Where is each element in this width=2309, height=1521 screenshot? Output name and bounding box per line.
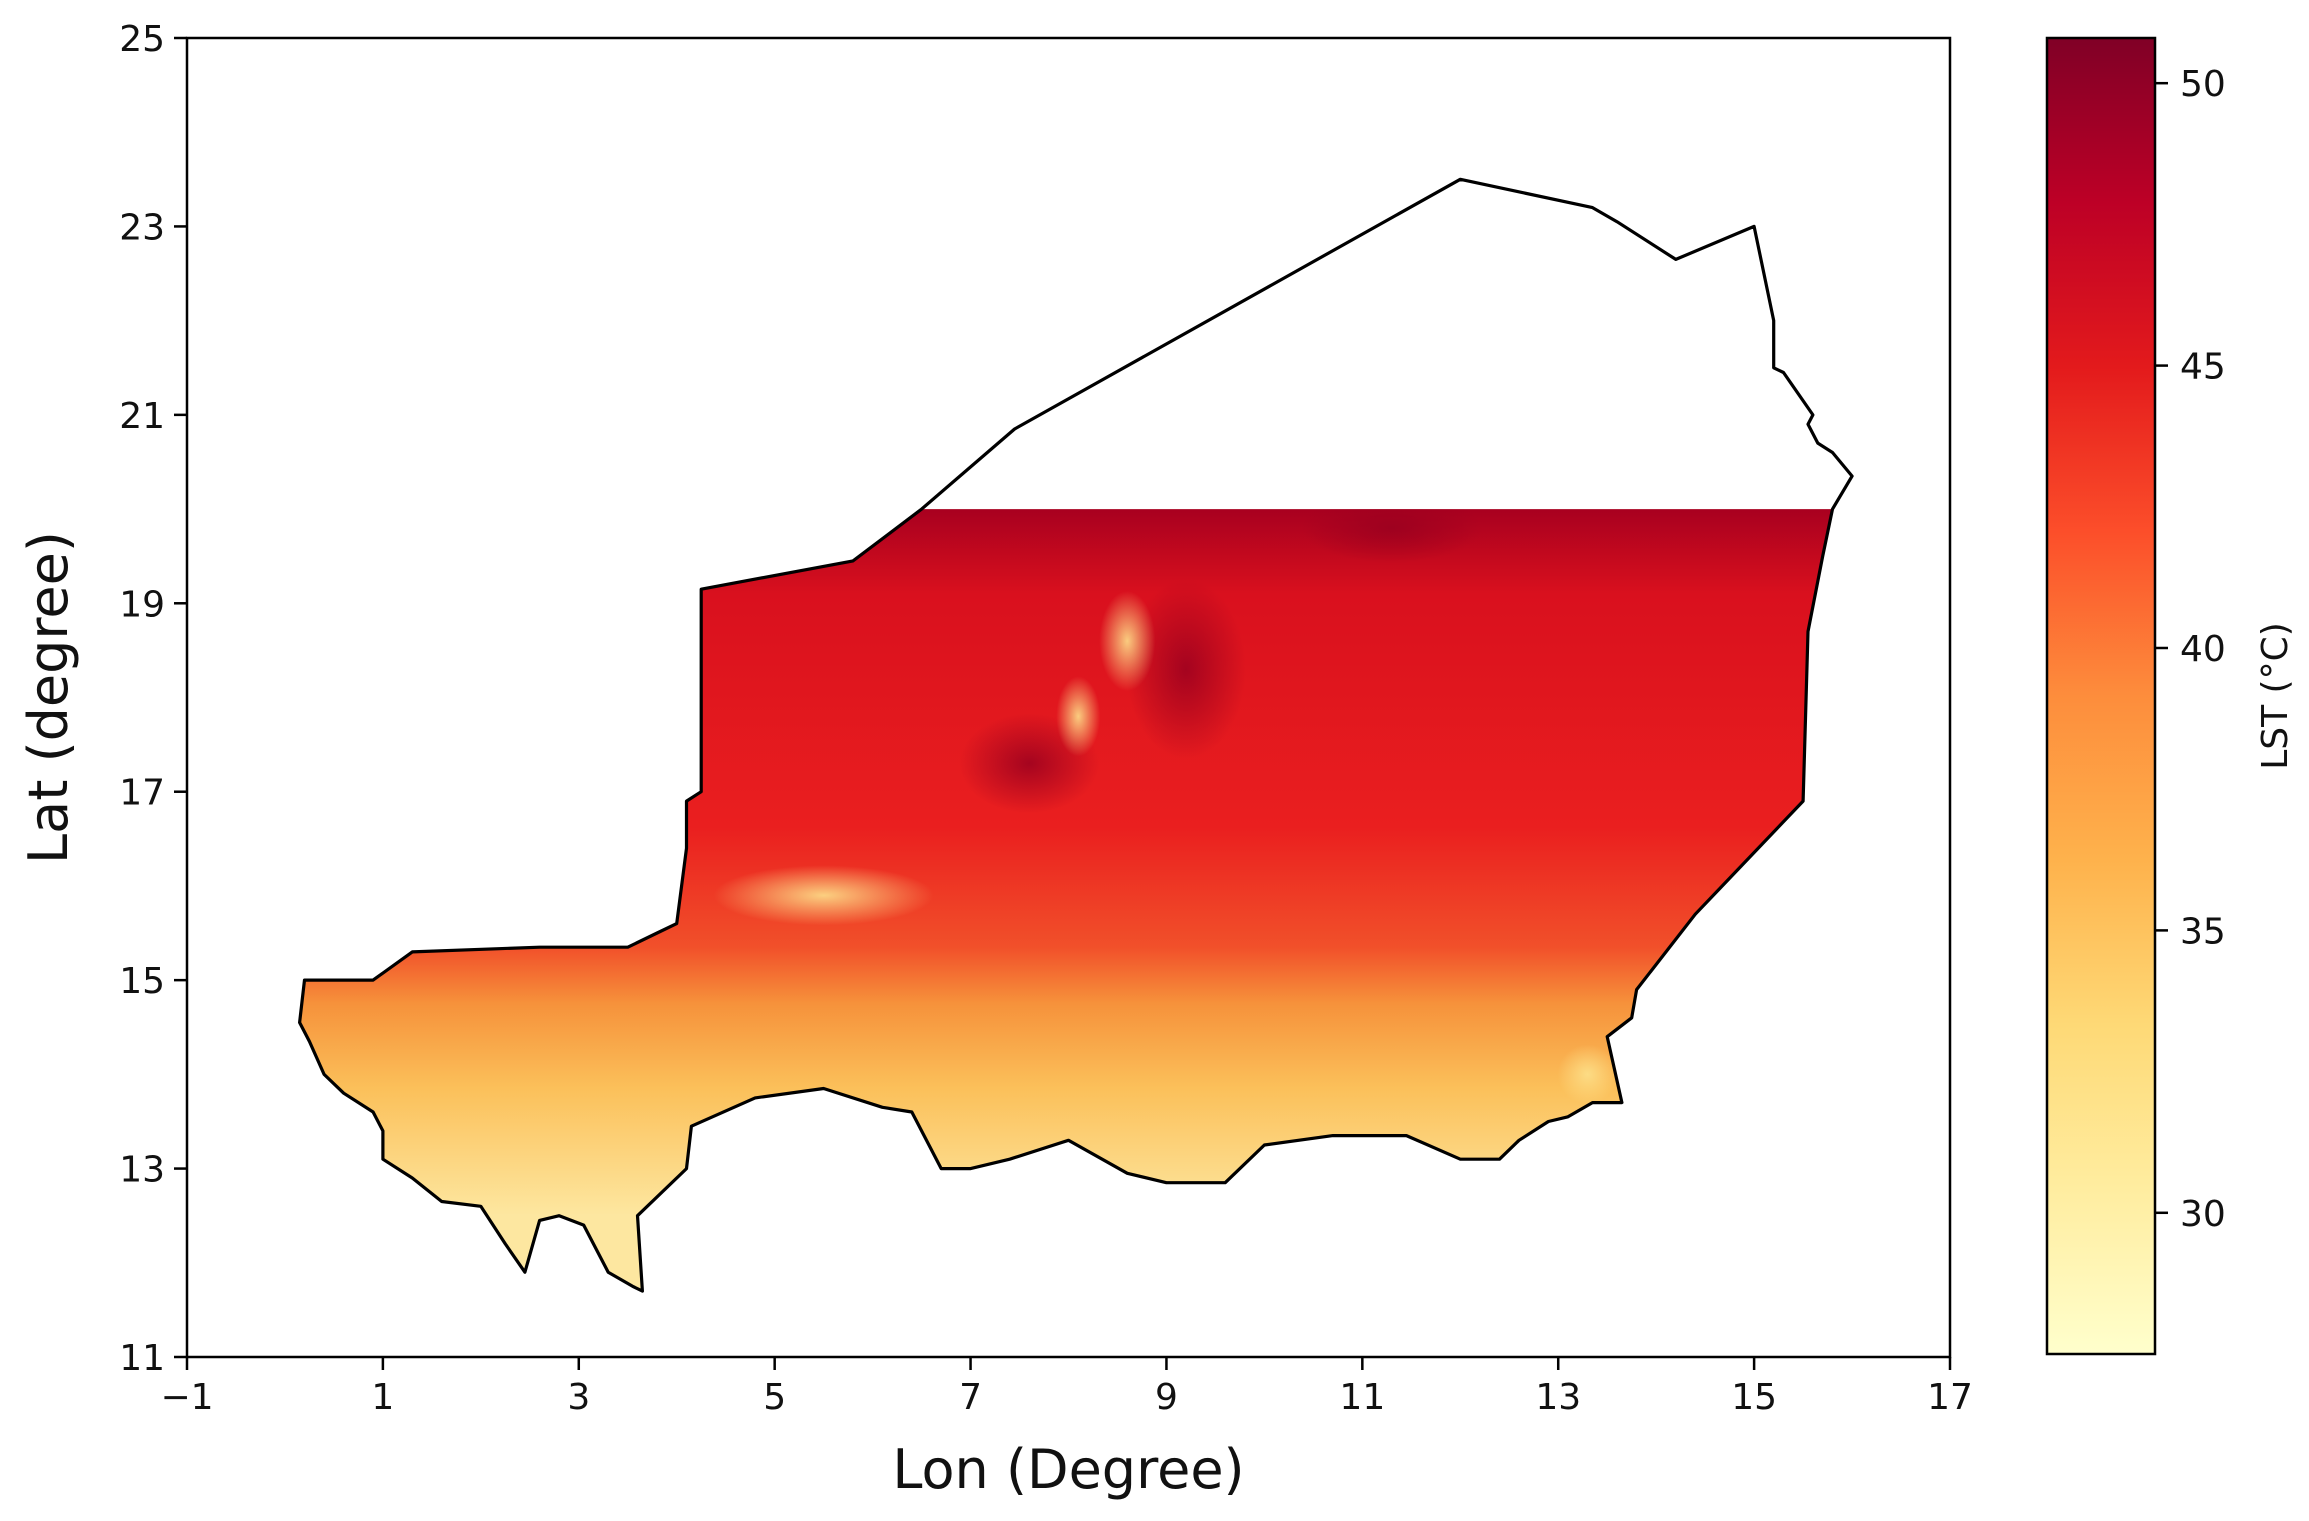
x-tick-label: 3 [567, 1377, 590, 1418]
x-tick-label: 5 [763, 1377, 786, 1418]
colorbar-title: LST (°C) [2255, 622, 2296, 770]
y-tick-label: 17 [119, 773, 165, 814]
y-tick-label: 19 [119, 584, 165, 625]
y-axis: 11 13 15 17 19 21 23 25 [119, 19, 187, 1379]
colorbar: 30 35 40 45 50 LST (°C) [2045, 36, 2296, 1356]
x-axis: −1 1 3 5 7 9 11 13 15 17 [160, 1357, 1973, 1418]
y-tick-label: 11 [119, 1338, 165, 1379]
y-axis-title: Lat (degree) [17, 531, 80, 864]
colorbar-tick-label: 35 [2180, 911, 2226, 952]
colorbar-tick-label: 30 [2180, 1194, 2226, 1235]
y-tick-label: 15 [119, 961, 165, 1002]
x-tick-label: 1 [371, 1377, 394, 1418]
y-tick-label: 21 [119, 396, 165, 437]
lst-texture-spots [713, 509, 1618, 1105]
y-tick-label: 25 [119, 19, 165, 60]
x-tick-label: 17 [1927, 1377, 1973, 1418]
colorbar-gradient [2045, 36, 2157, 1356]
y-tick-label: 23 [119, 207, 165, 248]
country-border [298, 177, 1854, 1293]
air-massif-cool-patch [1099, 590, 1156, 691]
colorbar-ticks: 30 35 40 45 50 [2155, 64, 2226, 1235]
colorbar-tick-label: 50 [2180, 64, 2226, 105]
lst-gradient-fill [299, 509, 1833, 1292]
x-tick-label: 13 [1535, 1377, 1581, 1418]
air-massif-cool-patch [1056, 676, 1101, 757]
x-axis-title: Lon (Degree) [892, 1438, 1244, 1501]
y-tick-label: 13 [119, 1150, 165, 1191]
lake-chad-cool-patch [1557, 1044, 1618, 1105]
hot-patch [1301, 509, 1482, 563]
x-tick-label: 11 [1339, 1377, 1385, 1418]
colorbar-tick-label: 40 [2180, 629, 2226, 670]
sahel-cool-patch [713, 865, 934, 926]
x-tick-label: 9 [1155, 1377, 1178, 1418]
colorbar-tick-label: 45 [2180, 347, 2226, 388]
x-tick-label: 7 [959, 1377, 982, 1418]
x-tick-label: −1 [160, 1377, 213, 1418]
hot-patch [1126, 579, 1247, 760]
axes-frame [185, 36, 1952, 1359]
lst-raster [299, 509, 1833, 1292]
x-tick-label: 15 [1731, 1377, 1777, 1418]
